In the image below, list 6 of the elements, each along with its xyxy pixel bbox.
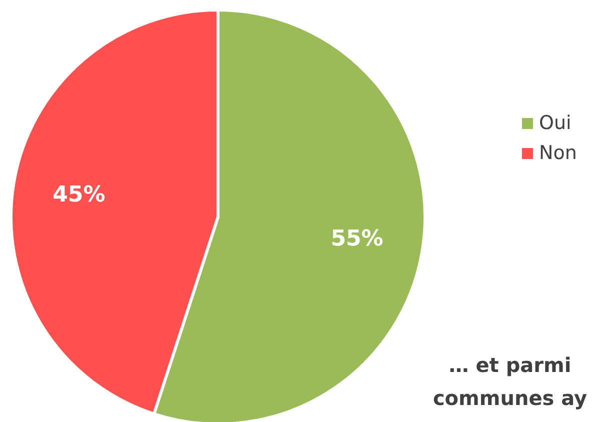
text: … et parmi <box>448 353 572 377</box>
text: communes ay <box>432 386 588 410</box>
legend-label: Oui <box>539 111 572 136</box>
data-label: 55% <box>330 226 384 252</box>
legend-label: Non <box>539 141 577 166</box>
data-label: 45% <box>52 182 106 208</box>
